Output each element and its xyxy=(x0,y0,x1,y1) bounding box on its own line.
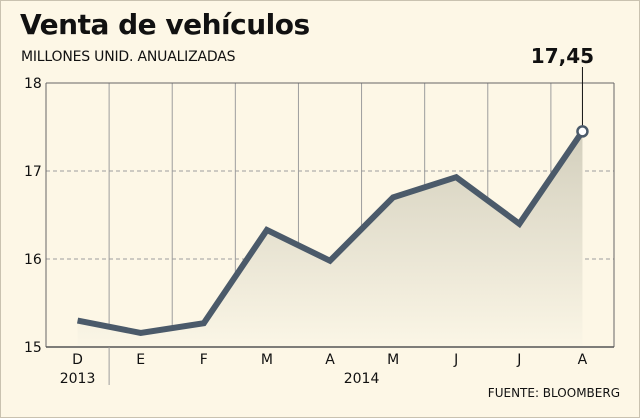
x-tick-label: A xyxy=(578,352,588,368)
axes xyxy=(45,82,615,348)
series-line xyxy=(76,129,585,336)
chart-title: Venta de vehículos xyxy=(20,8,310,41)
callout-label: 17,45 xyxy=(531,44,594,68)
callout-marker xyxy=(576,125,589,138)
tick-labels: 15 16 17 18 D E F M A M J J A 2013 2014 xyxy=(24,76,588,387)
year-label: 2013 xyxy=(60,371,96,387)
y-tick-label: 17 xyxy=(24,164,42,180)
y-tick-label: 18 xyxy=(24,76,42,92)
x-tick-label: J xyxy=(453,352,458,368)
y-tick-label: 16 xyxy=(24,252,42,268)
x-tick-label: A xyxy=(325,352,335,368)
area-fill xyxy=(77,131,583,347)
source-note: FUENTE: BLOOMBERG xyxy=(487,386,620,400)
callout-group: 17,45 xyxy=(531,44,594,138)
x-tick-label: M xyxy=(261,352,273,368)
area-fill-group xyxy=(77,131,583,347)
series-line-group xyxy=(76,129,585,336)
y-tick-label: 15 xyxy=(24,340,42,356)
chart-subtitle: MILLONES UNID. ANUALIZADAS xyxy=(21,49,236,65)
x-tick-label: J xyxy=(516,352,521,368)
x-tick-label: F xyxy=(200,352,208,368)
x-tick-label: M xyxy=(387,352,399,368)
x-tick-label: E xyxy=(136,352,145,368)
x-tick-label: D xyxy=(72,352,83,368)
year-label: 2014 xyxy=(344,371,380,387)
